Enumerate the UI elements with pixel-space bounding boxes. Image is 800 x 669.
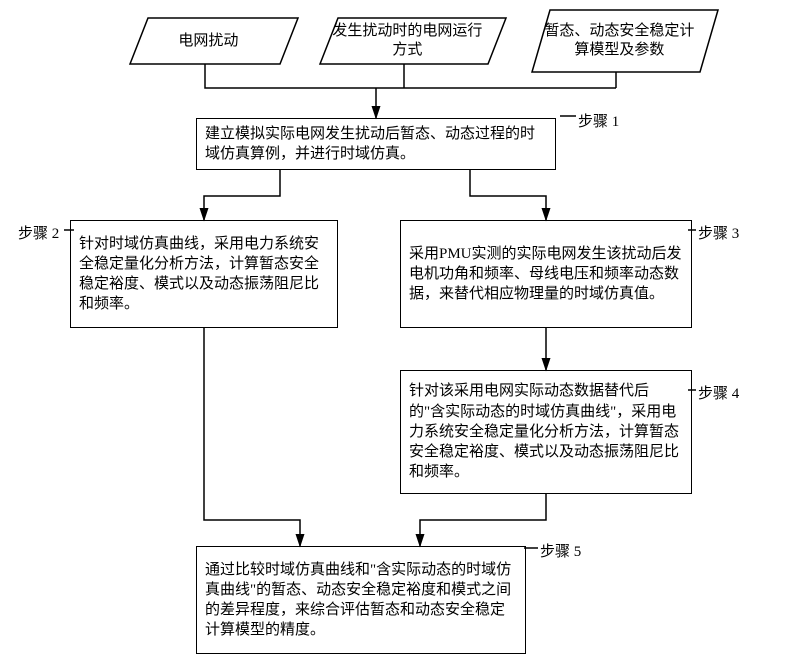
- step-1-text: 建立模拟实际电网发生扰动后暂态、动态过程的时域仿真算例，并进行时域仿真。: [205, 124, 547, 165]
- step-5-text: 通过比较时域仿真曲线和"含实际动态的时域仿真曲线"的暂态、动态安全稳定裕度和模式…: [205, 560, 517, 641]
- connector-s1-s2: [204, 170, 280, 220]
- flowchart-canvas: 电网扰动 发生扰动时的电网运行方式 暂态、动态安全稳定计算模型及参数 建立模拟实…: [0, 0, 800, 669]
- step-4-text: 针对该采用电网实际动态数据替代后的"含实际动态的时域仿真曲线"，采用电力系统安全…: [409, 381, 683, 482]
- step-3-text: 采用PMU实测的实际电网发生该扰动后发电机功角和频率、母线电压和频率动态数据，来…: [409, 244, 683, 305]
- step-1-label: 步骤 1: [578, 110, 619, 131]
- input-2-text: 发生扰动时的电网运行方式: [325, 22, 489, 60]
- step-4-box: 针对该采用电网实际动态数据替代后的"含实际动态的时域仿真曲线"，采用电力系统安全…: [400, 370, 692, 494]
- step-5-label: 步骤 5: [540, 540, 581, 561]
- step-2-box: 针对时域仿真曲线，采用电力系统安全稳定量化分析方法，计算暂态安全稳定裕度、模式以…: [70, 220, 338, 328]
- step-3-label: 步骤 3: [698, 222, 739, 243]
- connector-s1-s3: [470, 170, 546, 220]
- step-1-box: 建立模拟实际电网发生扰动后暂态、动态过程的时域仿真算例，并进行时域仿真。: [196, 118, 556, 170]
- step-5-box: 通过比较时域仿真曲线和"含实际动态的时域仿真曲线"的暂态、动态安全稳定裕度和模式…: [196, 546, 526, 654]
- step-4-label: 步骤 4: [698, 382, 739, 403]
- step-2-label: 步骤 2: [18, 222, 59, 243]
- connector-s2-s5: [204, 328, 300, 546]
- input-1-text: 电网扰动: [135, 22, 281, 60]
- connector-s4-s5: [420, 494, 546, 546]
- step-3-box: 采用PMU实测的实际电网发生该扰动后发电机功角和频率、母线电压和频率动态数据，来…: [400, 220, 692, 328]
- input-3-text: 暂态、动态安全稳定计算模型及参数: [537, 14, 701, 68]
- step-2-text: 针对时域仿真曲线，采用电力系统安全稳定量化分析方法，计算暂态安全稳定裕度、模式以…: [79, 234, 329, 315]
